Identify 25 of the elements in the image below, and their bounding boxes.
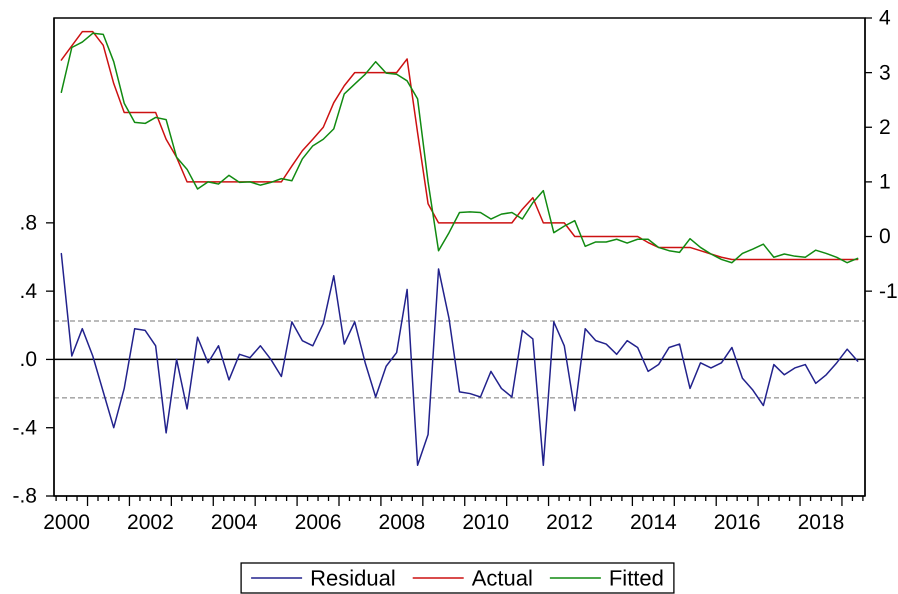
y-tick-label: -.4 <box>12 416 38 440</box>
x-tick-label: 2014 <box>630 510 678 534</box>
legend-label: Fitted <box>608 566 664 591</box>
y2-tick-label: 3 <box>879 61 891 84</box>
y2-tick-label: 2 <box>879 116 891 139</box>
y2-tick-label: 4 <box>879 6 891 30</box>
x-tick-label: 2002 <box>127 510 174 534</box>
y-tick-label: -.8 <box>12 484 37 508</box>
y-tick-label: .0 <box>19 348 37 372</box>
y2-tick-label: -1 <box>879 280 898 303</box>
y2-tick-label: 0 <box>879 225 891 248</box>
x-tick-label: 2016 <box>714 510 761 534</box>
y-tick-label: .8 <box>19 212 37 235</box>
x-tick-label: 2018 <box>798 510 844 534</box>
line-series <box>60 252 858 466</box>
x-tick-label: 2012 <box>546 510 593 534</box>
y-tick-label: .4 <box>19 280 38 303</box>
x-tick-label: 2006 <box>294 510 342 534</box>
x-tick-label: 2004 <box>210 510 258 534</box>
x-tick-label: 2008 <box>378 510 426 534</box>
legend-label: Actual <box>472 566 533 591</box>
x-tick-label: 2000 <box>43 510 90 534</box>
y2-tick-label: 1 <box>879 170 891 194</box>
x-tick-label: 2010 <box>462 510 510 534</box>
legend-label: Residual <box>310 566 396 591</box>
